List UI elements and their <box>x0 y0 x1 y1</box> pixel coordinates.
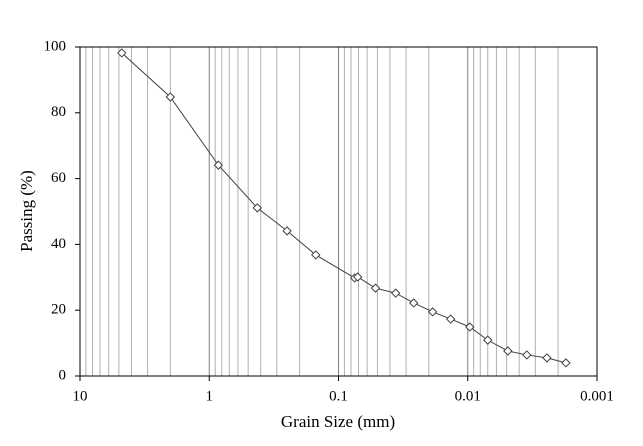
x-axis-title: Grain Size (mm) <box>281 412 395 431</box>
x-tick-label: 0.001 <box>580 388 614 404</box>
y-tick-label: 80 <box>51 104 66 120</box>
data-point <box>370 283 381 293</box>
data-point <box>252 203 262 213</box>
y-tick-label: 100 <box>44 38 67 54</box>
x-tick-label: 1 <box>206 388 214 404</box>
data-point <box>311 250 321 260</box>
data-point <box>465 322 475 332</box>
data-point <box>282 226 292 236</box>
data-point <box>542 353 552 363</box>
data-point <box>561 358 571 368</box>
y-axis-title: Passing (%) <box>17 170 36 252</box>
y-tick-label: 20 <box>51 302 66 318</box>
y-tick-label: 60 <box>51 170 66 186</box>
y-tick-label: 0 <box>59 367 67 383</box>
data-point <box>445 314 456 324</box>
y-tick-label: 40 <box>51 236 66 252</box>
plot-frame <box>79 46 598 377</box>
series-line <box>121 52 567 364</box>
data-point <box>522 350 532 360</box>
x-tick-label: 10 <box>73 388 88 404</box>
x-tick-label: 0.1 <box>329 388 348 404</box>
data-point <box>427 307 438 317</box>
data-point <box>117 48 127 58</box>
data-point <box>213 160 224 170</box>
data-point <box>390 288 401 298</box>
data-point <box>408 298 419 308</box>
data-point <box>503 346 513 356</box>
x-tick-label: 0.01 <box>455 388 481 404</box>
data-point <box>353 272 363 282</box>
data-point <box>483 335 493 345</box>
data-point <box>165 92 176 102</box>
